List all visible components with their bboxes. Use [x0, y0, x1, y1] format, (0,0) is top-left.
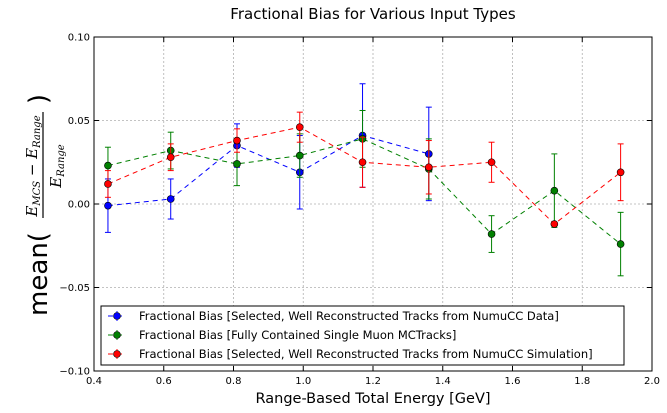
data-point	[233, 136, 241, 145]
data-point	[487, 158, 496, 167]
data-point	[104, 180, 112, 188]
y-label-fraction: EMCS − ERange ERange	[23, 112, 67, 218]
y-label-close: )	[24, 94, 54, 104]
ticks: 0.4 0.6 0.8 1.0 1.2 1.4 1.6 1.8 2.0 −0.10 −0.05 0.0…	[59, 33, 660, 388]
svg-text:): )	[24, 94, 54, 104]
x-tick-label: 0.8	[226, 376, 242, 387]
data-point	[166, 153, 175, 162]
data-point	[550, 186, 559, 195]
legend: Fractional Bias [Selected, Well Reconstr…	[100, 305, 625, 366]
y-tick-label: 0.00	[68, 200, 90, 211]
data-point	[616, 240, 625, 248]
data-point	[424, 163, 433, 172]
data-point	[295, 151, 304, 160]
data-point	[358, 158, 367, 167]
y-label-denominator-sub: Range	[56, 144, 67, 178]
data-point	[166, 195, 175, 203]
y-axis-label: mean( EMCS − ERange ERange )	[23, 94, 67, 316]
x-tick-label: 1.0	[295, 376, 311, 387]
data-point	[295, 123, 304, 131]
x-tick-label: 2.0	[644, 376, 660, 387]
x-tick-label: 1.6	[505, 376, 521, 387]
legend-entry-1: Fractional Bias [Selected, Well Reconstr…	[108, 309, 559, 323]
series-line	[107, 134, 429, 207]
legend-entry-2: Fractional Bias [Fully Contained Single …	[108, 328, 456, 342]
y-label-numerator-sub: MCS	[32, 181, 43, 207]
data-point	[104, 161, 112, 170]
svg-text:ERange: ERange	[47, 144, 67, 189]
x-tick-label: 0.6	[156, 376, 172, 387]
legend-swatch-marker	[113, 350, 121, 358]
series-layer	[104, 83, 625, 277]
data-point	[233, 160, 241, 168]
legend-label: Fractional Bias [Selected, Well Reconstr…	[139, 309, 559, 323]
legend-box	[100, 305, 625, 366]
y-label-func: mean(	[24, 232, 54, 316]
legend-label: Fractional Bias [Fully Contained Single …	[139, 328, 456, 342]
data-point	[104, 201, 112, 210]
y-label-numerator: E	[23, 206, 41, 218]
legend-entries: Fractional Bias [Selected, Well Reconstr…	[108, 309, 593, 361]
series-3	[104, 111, 625, 228]
data-point	[550, 220, 559, 228]
legend-swatch-marker	[113, 331, 121, 339]
y-label-numerator2-sub: Range	[32, 115, 43, 149]
y-tick-label: 0.05	[68, 116, 90, 127]
grid	[94, 37, 652, 371]
y-label-denominator: E	[47, 177, 65, 189]
chart-title: Fractional Bias for Various Input Types	[230, 5, 516, 23]
x-tick-label: 1.2	[365, 376, 381, 387]
x-tick-label: 0.4	[86, 376, 102, 387]
legend-label: Fractional Bias [Selected, Well Reconstr…	[139, 347, 593, 361]
x-axis-label: Range-Based Total Energy [GeV]	[255, 391, 490, 407]
data-point	[487, 230, 496, 238]
data-point	[616, 168, 625, 177]
svg-text:EMCS − ERange: EMCS − ERange	[23, 115, 43, 217]
y-tick-label: −0.10	[59, 367, 90, 378]
y-tick-label: −0.05	[59, 283, 90, 294]
x-tick-label: 1.8	[574, 376, 590, 387]
svg-text:mean(: mean(	[24, 232, 54, 316]
x-tick-label: 1.4	[435, 376, 451, 387]
legend-entry-3: Fractional Bias [Selected, Well Reconstr…	[108, 347, 593, 361]
y-tick-label: 0.10	[68, 33, 90, 44]
legend-swatch-marker	[113, 312, 121, 320]
y-label-minus: −	[23, 159, 41, 181]
y-label-numerator2: E	[23, 148, 41, 160]
